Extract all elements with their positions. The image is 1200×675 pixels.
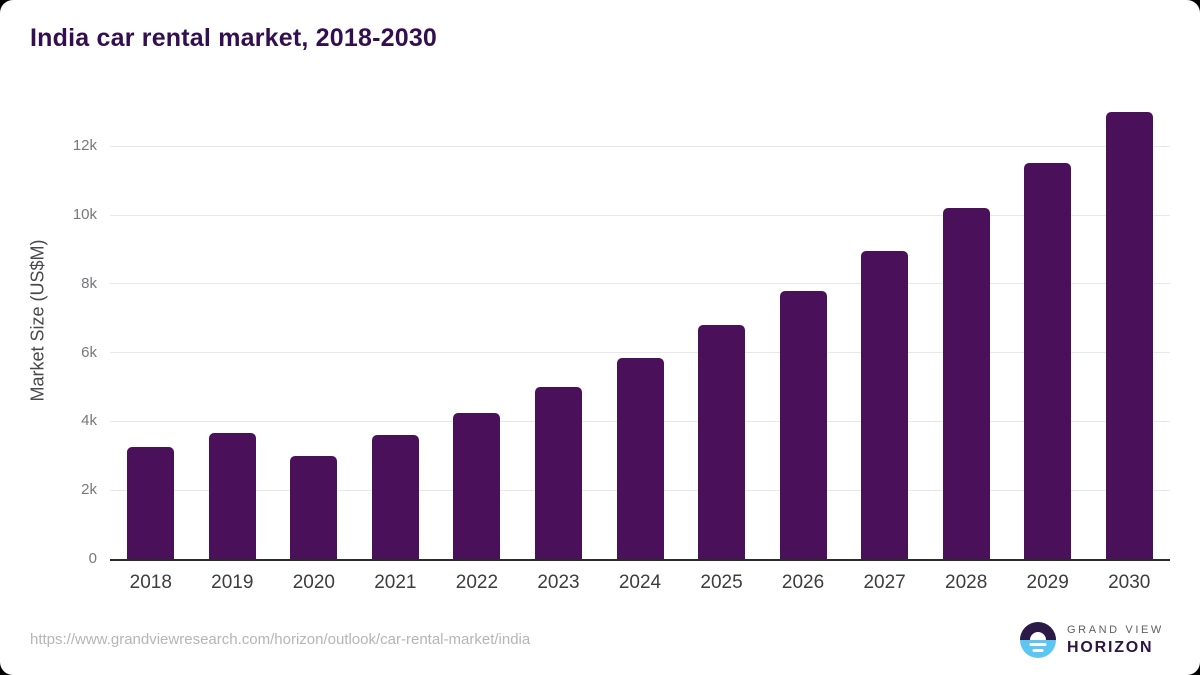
x-tick-label: 2022 bbox=[455, 572, 499, 593]
y-tick-label: 6k bbox=[81, 343, 97, 361]
x-axis-line bbox=[110, 559, 1170, 561]
x-tick-label: 2023 bbox=[537, 572, 580, 593]
y-tick-label: 10k bbox=[72, 206, 97, 223]
x-tick-label: 2029 bbox=[1026, 572, 1069, 593]
bar-2019 bbox=[208, 433, 256, 559]
bar-2026 bbox=[779, 290, 827, 559]
bar-2028 bbox=[942, 208, 990, 559]
bar-2024 bbox=[616, 357, 664, 559]
x-tick-label: 2030 bbox=[1108, 572, 1151, 593]
x-tick-label: 2021 bbox=[374, 572, 417, 593]
chart-title: India car rental market, 2018-2030 bbox=[30, 24, 438, 52]
gridline bbox=[110, 145, 1170, 147]
y-tick-label: 8k bbox=[81, 274, 97, 292]
y-tick-label: 12k bbox=[72, 137, 97, 155]
x-tick-label: 2020 bbox=[292, 572, 335, 593]
x-tick-label: 2025 bbox=[700, 572, 743, 593]
bar-2025 bbox=[698, 325, 746, 559]
x-tick-label: 2028 bbox=[945, 572, 988, 593]
bar-2030 bbox=[1105, 111, 1153, 559]
grand-view-horizon-logo: GRAND VIEW HORIZON bbox=[1020, 622, 1164, 658]
x-tick-label: 2027 bbox=[863, 572, 906, 593]
bar-2022 bbox=[453, 412, 501, 559]
gridline bbox=[110, 352, 1170, 354]
y-tick-label: 0 bbox=[88, 550, 97, 567]
bar-2027 bbox=[861, 251, 909, 559]
x-tick-label: 2018 bbox=[129, 572, 172, 593]
source-url: https://www.grandviewresearch.com/horizo… bbox=[30, 631, 531, 648]
bar-2020 bbox=[290, 455, 338, 559]
x-tick-label: 2026 bbox=[781, 572, 825, 593]
logo-brand-name: GRAND VIEW bbox=[1067, 623, 1164, 636]
bar-2029 bbox=[1024, 163, 1072, 559]
gridline bbox=[110, 283, 1170, 285]
bar-2021 bbox=[371, 435, 419, 559]
gridline bbox=[110, 214, 1170, 216]
x-tick-label: 2019 bbox=[211, 572, 254, 593]
x-tick-label: 2024 bbox=[618, 572, 662, 593]
y-tick-label: 4k bbox=[81, 412, 97, 430]
bar-2023 bbox=[534, 387, 582, 559]
horizon-sun-icon bbox=[1020, 622, 1056, 658]
logo-product-name: HORIZON bbox=[1067, 638, 1154, 656]
y-tick-label: 2k bbox=[81, 481, 97, 499]
bar-2018 bbox=[127, 447, 175, 559]
